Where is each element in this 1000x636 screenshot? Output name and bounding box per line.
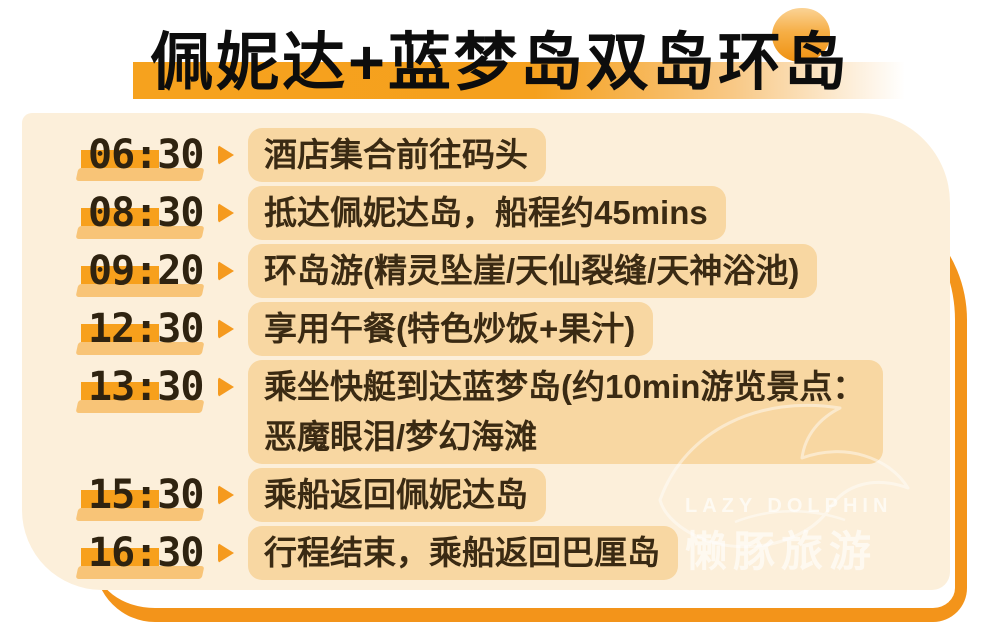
activity-line1: 乘坐快艇到达蓝梦岛(约10min游览景点： bbox=[264, 368, 866, 405]
activity-pill: 乘船返回佩妮达岛 bbox=[248, 468, 546, 522]
time-highlight bbox=[81, 208, 160, 231]
time-cell: 12:30 bbox=[75, 302, 210, 356]
itinerary-row: 15:30 乘船返回佩妮达岛 bbox=[75, 468, 950, 522]
triangle-bullet-icon bbox=[218, 319, 234, 339]
activity-line1: 行程结束，乘船返回巴厘岛 bbox=[264, 534, 660, 571]
activity-line1: 抵达佩妮达岛，船程约45mins bbox=[264, 194, 708, 231]
time-label: 16:30 bbox=[88, 530, 204, 576]
time-label: 08:30 bbox=[88, 190, 204, 236]
itinerary-row: 06:30 酒店集合前往码头 bbox=[75, 128, 950, 182]
triangle-bullet-icon bbox=[218, 543, 234, 563]
time-cell: 16:30 bbox=[75, 526, 210, 580]
time-cell: 15:30 bbox=[75, 468, 210, 522]
itinerary-row: 12:30 享用午餐(特色炒饭+果汁) bbox=[75, 302, 950, 356]
activity-line2: 恶魔眼泪/梦幻海滩 bbox=[264, 418, 538, 455]
time-label: 09:20 bbox=[88, 248, 204, 294]
title-block: 佩妮达+蓝梦岛双岛环岛 bbox=[0, 8, 1000, 108]
itinerary-card: 06:30 酒店集合前往码头 08:30 bbox=[22, 113, 950, 590]
triangle-bullet-icon bbox=[218, 145, 234, 165]
activity-line1: 享用午餐(特色炒饭+果汁) bbox=[264, 310, 636, 347]
triangle-bullet-icon bbox=[218, 377, 234, 397]
activity-pill: 酒店集合前往码头 bbox=[248, 128, 546, 182]
time-highlight bbox=[81, 266, 160, 289]
itinerary-list: 06:30 酒店集合前往码头 08:30 bbox=[75, 128, 950, 580]
time-highlight bbox=[81, 548, 160, 571]
time-highlight bbox=[81, 490, 160, 513]
time-label: 06:30 bbox=[88, 132, 204, 178]
time-cell: 06:30 bbox=[75, 128, 210, 182]
triangle-bullet-icon bbox=[218, 203, 234, 223]
time-cell: 13:30 bbox=[75, 360, 210, 414]
activity-pill: 乘坐快艇到达蓝梦岛(约10min游览景点： 恶魔眼泪/梦幻海滩 bbox=[248, 360, 884, 464]
time-label: 13:30 bbox=[88, 364, 204, 410]
itinerary-row: 16:30 行程结束，乘船返回巴厘岛 bbox=[75, 526, 950, 580]
time-highlight bbox=[81, 324, 160, 347]
activity-line1: 环岛游(精灵坠崖/天仙裂缝/天神浴池) bbox=[264, 252, 800, 289]
triangle-bullet-icon bbox=[218, 485, 234, 505]
activity-pill: 抵达佩妮达岛，船程约45mins bbox=[248, 186, 726, 240]
triangle-bullet-icon bbox=[218, 261, 234, 281]
time-highlight bbox=[81, 382, 160, 405]
time-cell: 08:30 bbox=[75, 186, 210, 240]
page-title: 佩妮达+蓝梦岛双岛环岛 bbox=[150, 28, 850, 98]
itinerary-row: 09:20 环岛游(精灵坠崖/天仙裂缝/天神浴池) bbox=[75, 244, 950, 298]
title-highlight-bar bbox=[133, 62, 905, 99]
itinerary-row: 13:30 乘坐快艇到达蓝梦岛(约10min游览景点： 恶魔眼泪/梦幻海滩 bbox=[75, 360, 950, 464]
time-cell: 09:20 bbox=[75, 244, 210, 298]
activity-line1: 酒店集合前往码头 bbox=[264, 136, 528, 173]
time-highlight bbox=[81, 150, 160, 173]
orange-accent-frame bbox=[95, 190, 967, 622]
activity-pill: 环岛游(精灵坠崖/天仙裂缝/天神浴池) bbox=[248, 244, 818, 298]
activity-line1: 乘船返回佩妮达岛 bbox=[264, 476, 528, 513]
orange-blob-decoration bbox=[772, 8, 830, 62]
activity-pill: 享用午餐(特色炒饭+果汁) bbox=[248, 302, 654, 356]
activity-pill: 行程结束，乘船返回巴厘岛 bbox=[248, 526, 678, 580]
itinerary-row: 08:30 抵达佩妮达岛，船程约45mins bbox=[75, 186, 950, 240]
time-label: 12:30 bbox=[88, 306, 204, 352]
time-label: 15:30 bbox=[88, 472, 204, 518]
